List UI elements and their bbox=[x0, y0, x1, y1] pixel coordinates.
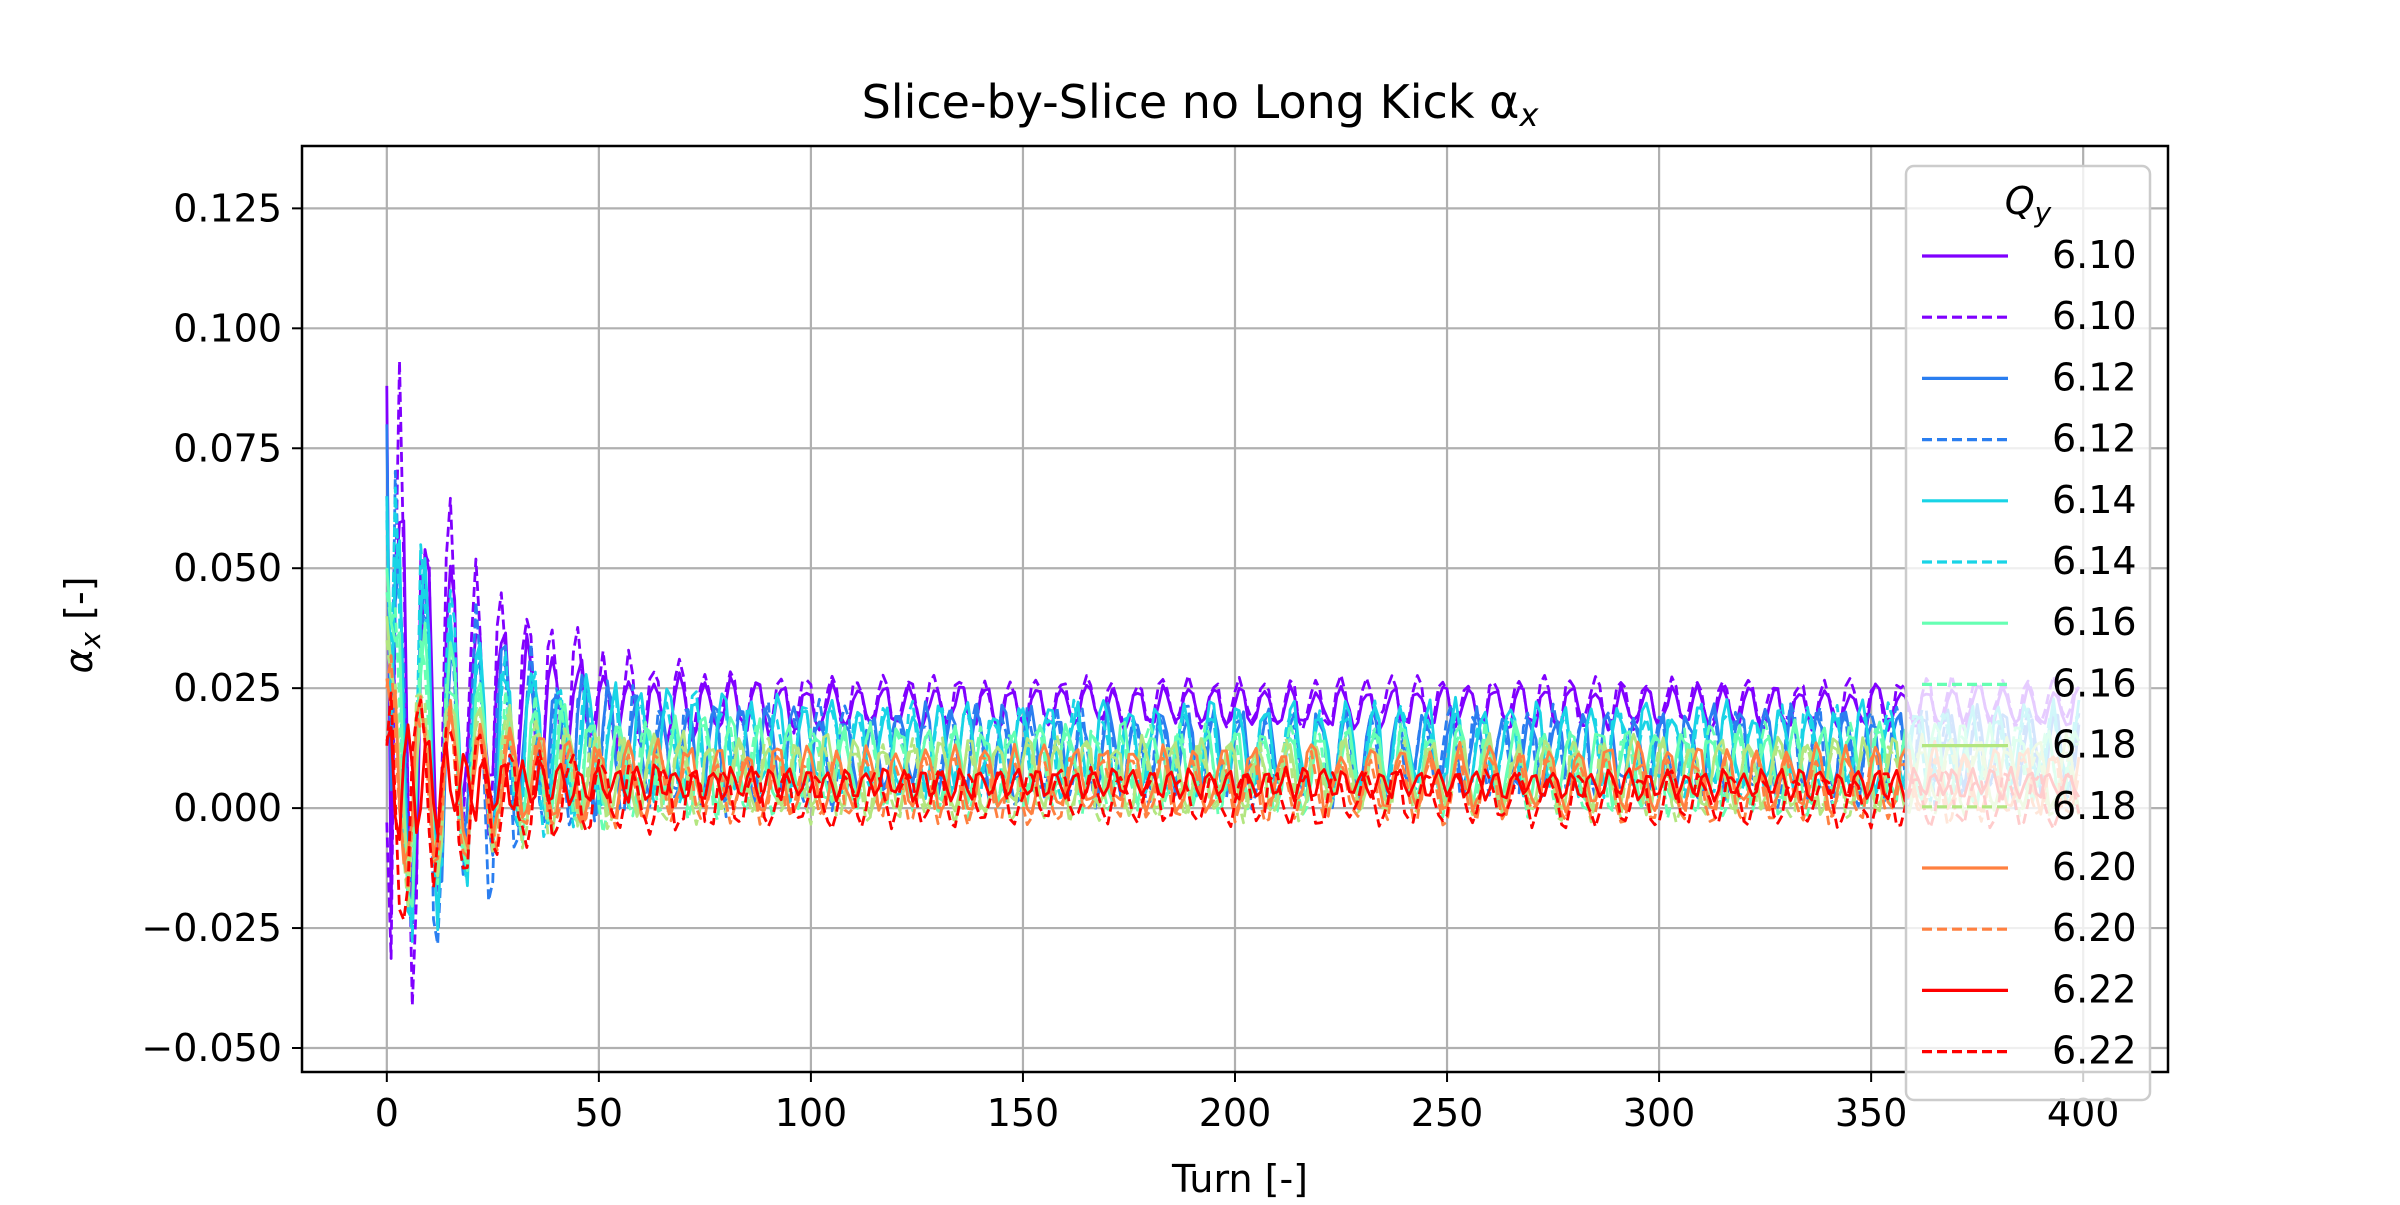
series-line-6-20-solid bbox=[385, 678, 2081, 865]
legend-label: 6.10 bbox=[2052, 294, 2137, 338]
y-tick-label: 0.125 bbox=[173, 186, 282, 230]
x-tick-label: 150 bbox=[987, 1091, 1060, 1135]
x-tick-label: 350 bbox=[1835, 1091, 1908, 1135]
legend-label: 6.22 bbox=[2052, 1029, 2137, 1073]
y-axis-label: αx [-] bbox=[57, 576, 107, 673]
legend-label: 6.10 bbox=[2052, 233, 2137, 277]
y-tick-label: −0.025 bbox=[141, 906, 282, 950]
legend-label: 6.18 bbox=[2052, 784, 2137, 828]
legend-title-main: Q bbox=[2005, 179, 2035, 223]
legend-label: 6.18 bbox=[2052, 723, 2137, 767]
series-line-6-20-dashed bbox=[385, 654, 2081, 891]
y-tick-label: −0.050 bbox=[141, 1026, 282, 1070]
legend-title: Qy bbox=[2005, 179, 2052, 229]
legend-label: 6.12 bbox=[2052, 355, 2137, 399]
series-line-6-22-dashed bbox=[385, 691, 2081, 922]
legend-label: 6.16 bbox=[2052, 661, 2137, 705]
y-axis-label-subscript: x bbox=[74, 631, 107, 649]
legend-label: 6.20 bbox=[2052, 906, 2137, 950]
legend-title-subscript: y bbox=[2034, 196, 2052, 229]
grid bbox=[302, 146, 2168, 1072]
x-tick-label: 50 bbox=[575, 1091, 623, 1135]
chart-title: Slice-by-Slice no Long Kick αx bbox=[862, 75, 1540, 134]
series-line-6-10-solid bbox=[385, 385, 2081, 921]
x-tick-label: 100 bbox=[775, 1091, 848, 1135]
series-group bbox=[385, 359, 2081, 1007]
axis-ticks: 0 50 100 150 200 250 300 350 400−0.050−0.0250.00… bbox=[141, 186, 2119, 1135]
x-tick-label: 200 bbox=[1199, 1091, 1272, 1135]
chart-title-main: Slice-by-Slice no Long Kick α bbox=[862, 75, 1520, 129]
x-axis-label: Turn [-] bbox=[1171, 1157, 1308, 1200]
y-tick-label: 0.050 bbox=[173, 546, 282, 590]
series-line-6-10-dashed bbox=[385, 359, 2080, 1007]
y-axis-label-main: α bbox=[57, 648, 101, 673]
x-tick-label: 0 bbox=[375, 1091, 399, 1135]
legend-label: 6.12 bbox=[2052, 417, 2137, 461]
series-line-6-16-dashed bbox=[385, 592, 2080, 886]
legend-label: 6.14 bbox=[2052, 478, 2137, 522]
legend-label: 6.14 bbox=[2052, 539, 2137, 583]
legend-entries: 6.10 6.10 6.12 6.12 6.14 6.14 6.16 6.16 6.18 6.18… bbox=[1922, 233, 2137, 1073]
y-axis-label-unit: [-] bbox=[57, 576, 101, 631]
legend-label: 6.16 bbox=[2052, 600, 2137, 644]
y-tick-label: 0.100 bbox=[173, 306, 282, 350]
legend-label: 6.20 bbox=[2052, 845, 2137, 889]
y-tick-label: 0.025 bbox=[173, 666, 282, 710]
x-tick-label: 300 bbox=[1623, 1091, 1696, 1135]
y-tick-label: 0.000 bbox=[173, 786, 282, 830]
legend: Qy 6.106.106.126.126.146.146.166.166.186… bbox=[1904, 164, 2152, 1102]
x-tick-label: 250 bbox=[1411, 1091, 1484, 1135]
y-tick-label: 0.075 bbox=[173, 426, 282, 470]
legend-label: 6.22 bbox=[2052, 967, 2137, 1011]
chart-title-subscript: x bbox=[1518, 96, 1539, 134]
